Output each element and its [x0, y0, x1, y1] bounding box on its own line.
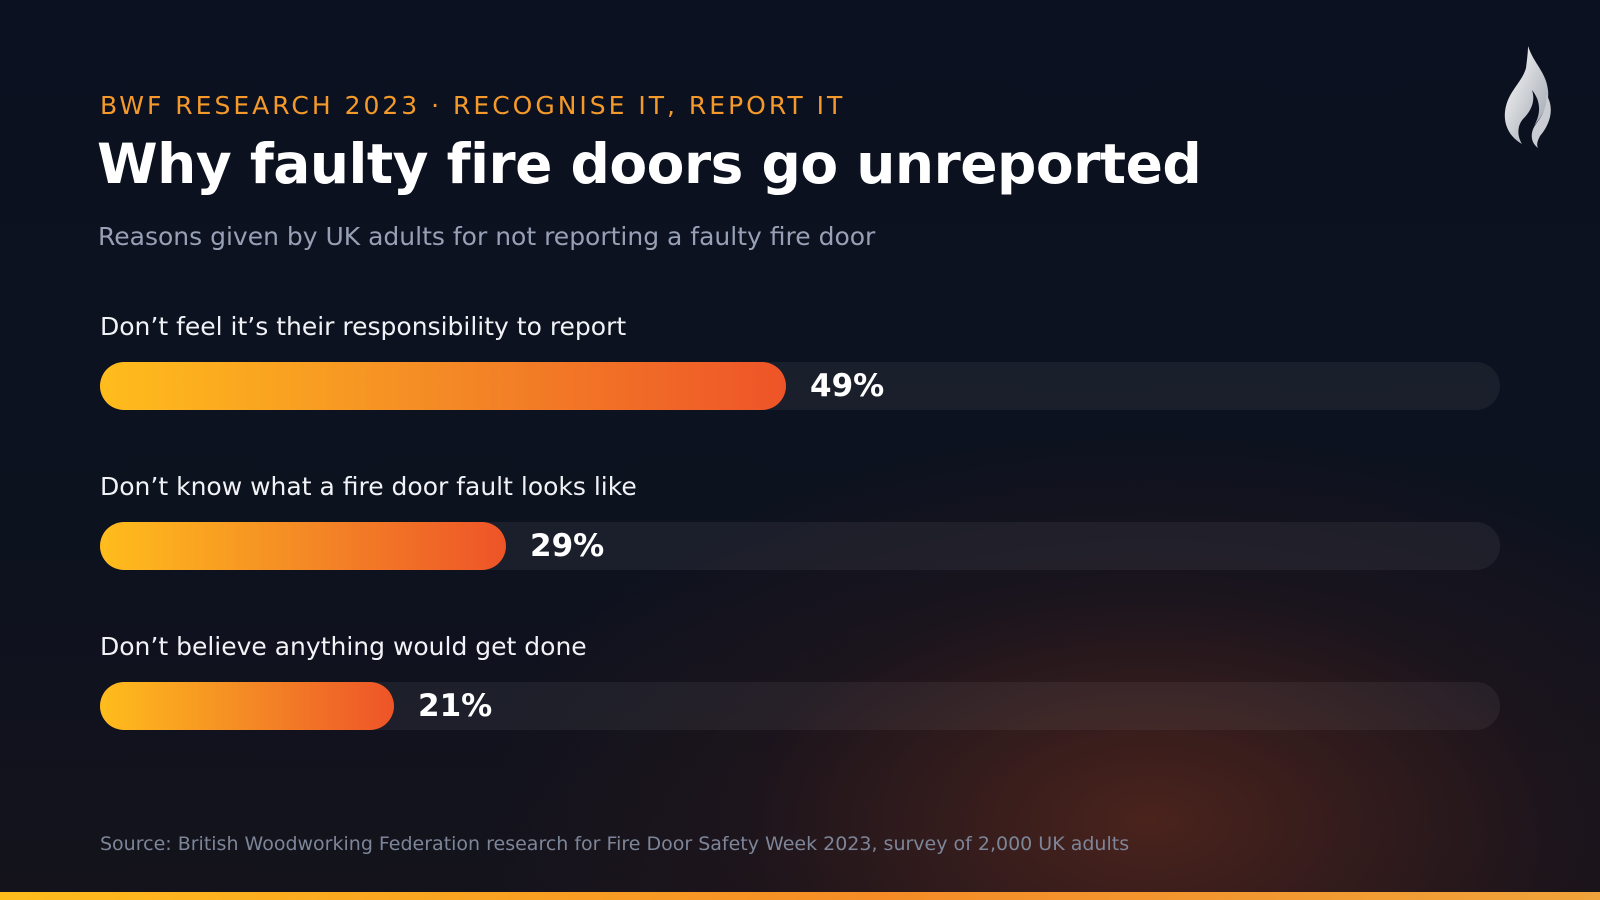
- accent-bar: [0, 892, 1600, 900]
- chart-subtitle: Reasons given by UK adults for not repor…: [98, 222, 876, 251]
- bar-label: Don’t know what a fire door fault looks …: [100, 472, 637, 501]
- bar-label: Don’t believe anything would get done: [100, 632, 587, 661]
- bar-label: Don’t feel it’s their responsibility to …: [100, 312, 627, 341]
- bar: [100, 362, 786, 410]
- bar: [100, 682, 394, 730]
- bar-track: 49%: [100, 362, 1500, 410]
- bar-value-label: 21%: [418, 688, 493, 724]
- bar-track: 21%: [100, 682, 1500, 730]
- eyebrow-label: BWF RESEARCH 2023 · RECOGNISE IT, REPORT…: [100, 91, 846, 120]
- bar-value-label: 29%: [530, 528, 605, 564]
- bar: [100, 522, 506, 570]
- source-note: Source: British Woodworking Federation r…: [100, 833, 1130, 855]
- bar-track: 29%: [100, 522, 1500, 570]
- flame-icon: [1500, 42, 1558, 150]
- chart-title: Why faulty fire doors go unreported: [97, 132, 1202, 196]
- bar-value-label: 49%: [810, 368, 885, 404]
